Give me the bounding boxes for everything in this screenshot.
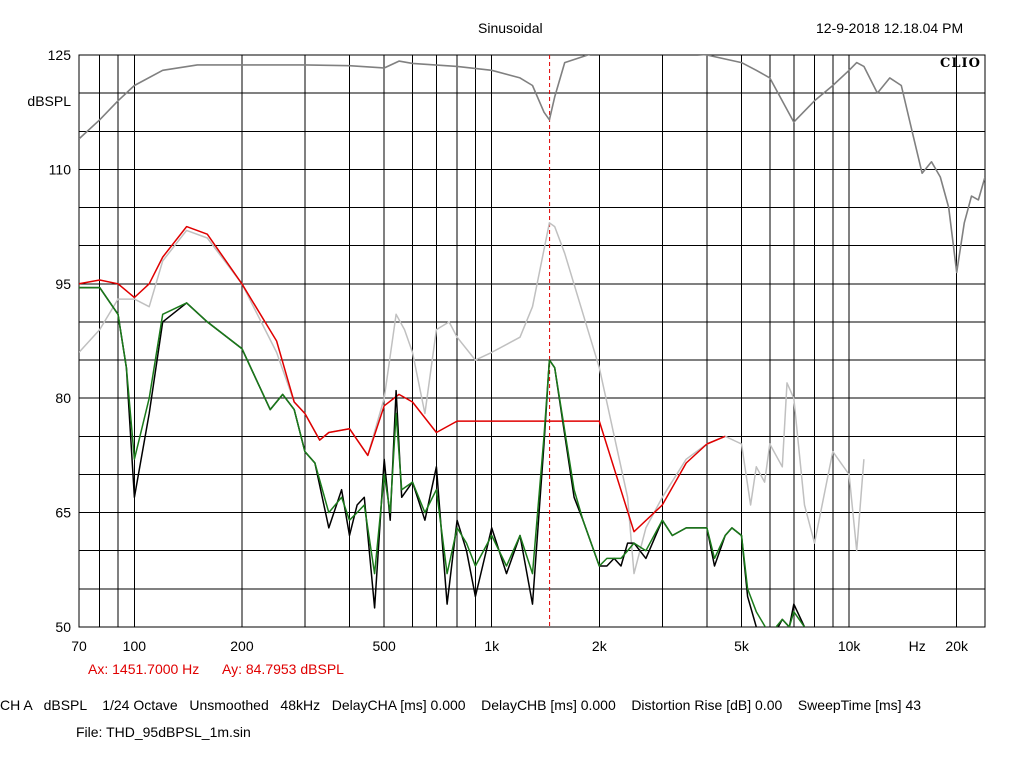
y-tick-label: 110 <box>49 161 72 177</box>
y-tick-label: 125 <box>48 47 72 63</box>
x-tick-label: 2k <box>592 638 608 654</box>
x-tick-label: 10k <box>838 638 862 654</box>
series-green-line <box>79 286 806 627</box>
status-line: CH A dBSPL 1/24 Octave Unsmoothed 48kHz … <box>0 697 922 713</box>
clio-logo: CLIO <box>940 56 981 71</box>
y-tick-label: 65 <box>55 505 71 521</box>
series-response-line <box>79 55 985 274</box>
y-tick-label: 95 <box>55 276 71 292</box>
cursor-ax-readout: Ax: 1451.7000 Hz <box>88 661 200 677</box>
series-layer <box>79 55 985 627</box>
series-red-line <box>79 225 726 533</box>
timestamp: 12-9-2018 12.18.04 PM <box>816 20 964 36</box>
y-tick-label: 50 <box>55 619 71 635</box>
x-axis-label: Hz <box>909 638 926 654</box>
x-tick-label: 1k <box>484 638 500 654</box>
file-name: File: THD_95dBPSL_1m.sin <box>76 724 251 740</box>
tick-labels: 125 110 95 80 65 50 dBSPL 70 100 200 500 1k 2k 5k 10k 2… <box>27 47 969 654</box>
x-tick-label: 70 <box>71 638 87 654</box>
grid <box>78 54 986 628</box>
x-tick-label: 100 <box>123 638 147 654</box>
x-tick-label: 500 <box>372 638 396 654</box>
x-tick-label: 5k <box>734 638 750 654</box>
y-axis-label: dBSPL <box>27 93 71 109</box>
cursor-ay-readout: Ay: 84.7953 dBSPL <box>222 661 344 677</box>
x-tick-label: 200 <box>230 638 254 654</box>
x-tick-label: 20k <box>945 638 969 654</box>
series-light-line <box>79 222 865 575</box>
plot-frame <box>78 54 986 628</box>
chart-title: Sinusoidal <box>478 20 543 36</box>
y-tick-label: 80 <box>55 390 71 406</box>
